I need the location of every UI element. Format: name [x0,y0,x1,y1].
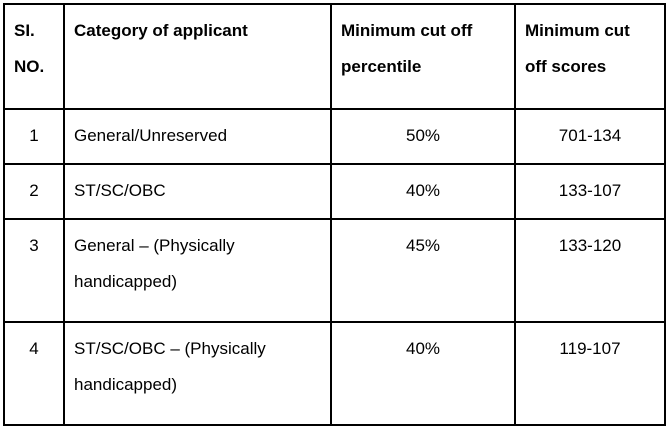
table-row: 4 ST/SC/OBC – (Physically handicapped) 4… [3,321,666,426]
cell-category: General – (Physically handicapped) [63,218,332,323]
table-row: 2 ST/SC/OBC 40% 133-107 [3,163,666,220]
cell-scores: 133-107 [514,163,666,220]
cell-percentile: 40% [330,163,516,220]
cell-scores: 701-134 [514,108,666,165]
cell-percentile: 45% [330,218,516,323]
header-cell-min-cutoff-scores: Minimum cut off scores [514,3,666,110]
cell-scores: 133-120 [514,218,666,323]
cell-category: General/Unreserved [63,108,332,165]
cell-sl-no: 2 [3,163,65,220]
cell-category: ST/SC/OBC [63,163,332,220]
cell-sl-no: 1 [3,108,65,165]
table-header-row: SI. NO. Category of applicant Minimum cu… [3,3,666,110]
cell-percentile: 40% [330,321,516,426]
header-cell-sl-no: SI. NO. [3,3,65,110]
cell-sl-no: 3 [3,218,65,323]
cell-category: ST/SC/OBC – (Physically handicapped) [63,321,332,426]
header-cell-category: Category of applicant [63,3,332,110]
cell-percentile: 50% [330,108,516,165]
cell-sl-no: 4 [3,321,65,426]
table-row: 3 General – (Physically handicapped) 45%… [3,218,666,323]
header-cell-min-cutoff-percentile: Minimum cut off percentile [330,3,516,110]
table-row: 1 General/Unreserved 50% 701-134 [3,108,666,165]
cell-scores: 119-107 [514,321,666,426]
cutoff-table: SI. NO. Category of applicant Minimum cu… [3,3,666,426]
